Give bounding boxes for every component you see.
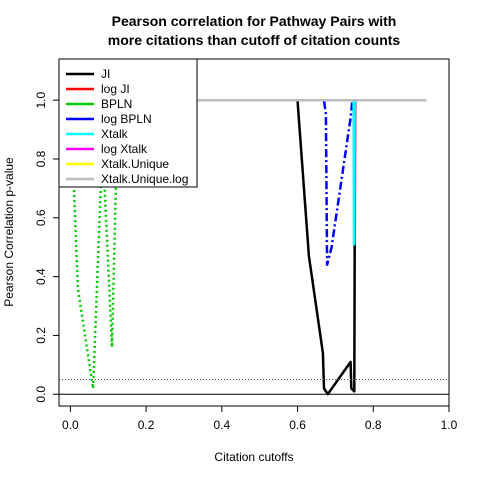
legend-label-7: Xtalk.Unique.log (101, 172, 188, 186)
legend-label-6: Xtalk.Unique (101, 157, 169, 171)
series-line-3 (165, 98, 427, 267)
series-line-0 (165, 98, 427, 396)
x-tick-label-0: 0.0 (62, 418, 79, 432)
y-tick-label-3: 0.6 (34, 209, 48, 226)
x-tick-label-2: 0.4 (213, 418, 230, 432)
legend-label-4: Xtalk (101, 127, 129, 141)
y-tick-label-0: 0.0 (34, 386, 48, 403)
series-line-4 (165, 98, 427, 246)
x-tick-label-1: 0.2 (138, 418, 155, 432)
y-tick-label-1: 0.2 (34, 327, 48, 344)
legend-label-3: log BPLN (101, 112, 152, 126)
x-tick-label-4: 0.8 (365, 418, 382, 432)
chart-title-line-2: more citations than cutoff of citation c… (108, 32, 401, 48)
x-tick-label-5: 1.0 (441, 418, 458, 432)
x-tick-label-3: 0.6 (289, 418, 306, 432)
legend-label-1: log JI (101, 82, 130, 96)
legend-label-5: log Xtalk (101, 142, 148, 156)
y-tick-label-2: 0.4 (34, 268, 48, 285)
y-tick-label-4: 0.8 (34, 150, 48, 167)
x-axis: 0.0 0.2 0.4 0.6 0.8 1.0 (62, 405, 458, 432)
y-tick-label-5: 1.0 (34, 92, 48, 109)
y-axis-label: Pearson Correlation p-value (2, 157, 16, 307)
legend-label-2: BPLN (101, 97, 132, 111)
legend-label-0: JI (101, 67, 110, 81)
chart-title-line-1: Pearson correlation for Pathway Pairs wi… (112, 13, 397, 29)
x-axis-label: Citation cutoffs (214, 450, 293, 464)
y-axis: 0.0 0.2 0.4 0.6 0.8 1.0 (34, 92, 60, 403)
reference-lines (59, 379, 449, 395)
legend-box (58, 58, 198, 188)
